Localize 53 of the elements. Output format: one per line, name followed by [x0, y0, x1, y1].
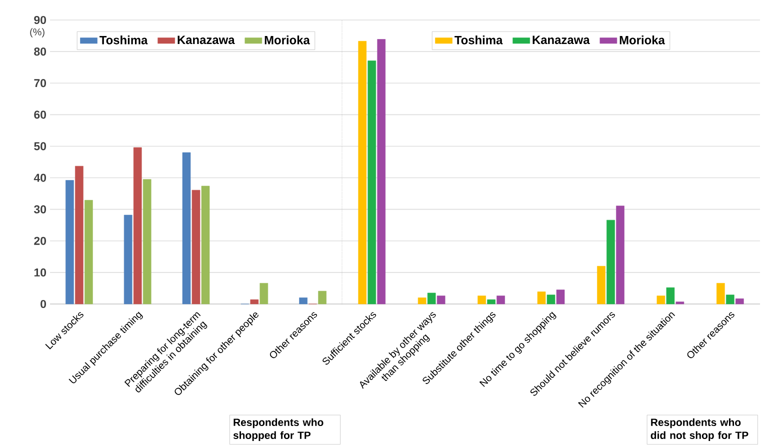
bar [546, 294, 556, 304]
bar [192, 190, 200, 304]
bar [142, 179, 152, 304]
legend-label: Kanazawa [178, 36, 235, 44]
bar [299, 298, 308, 304]
bar [182, 152, 191, 304]
bar [75, 166, 84, 304]
bar [666, 287, 675, 304]
y-tick-label: 50 [34, 142, 46, 150]
bar [418, 298, 426, 304]
bar [606, 220, 615, 304]
bar [726, 294, 734, 304]
bar [537, 292, 546, 304]
y-axis-title: (%) [30, 28, 44, 38]
y-tick-label: 30 [34, 205, 46, 214]
y-tick-label: 80 [34, 48, 46, 56]
bar [496, 296, 505, 304]
bar [676, 302, 684, 304]
bar [66, 180, 74, 304]
bar [597, 266, 606, 304]
bar [616, 206, 624, 304]
bar [318, 290, 326, 304]
bar [377, 39, 386, 304]
bar [201, 186, 210, 304]
y-tick-label: 40 [34, 174, 46, 182]
y-tick-label: 20 [34, 236, 46, 245]
text: Respondents who did not shop for TP [650, 418, 748, 442]
bar [358, 41, 367, 304]
bar [736, 298, 744, 304]
bar [250, 299, 259, 304]
legend-label: Toshima [100, 36, 148, 44]
bar [84, 200, 93, 304]
legend-label: Toshima [454, 36, 503, 44]
bar [260, 283, 268, 304]
bar [368, 60, 376, 304]
legend-label: Morioka [264, 36, 310, 44]
legend-label: Kanazawa [532, 36, 590, 44]
bar [487, 299, 496, 304]
y-tick-label: 0 [40, 300, 46, 308]
bar [478, 296, 486, 304]
bar [556, 290, 565, 304]
y-tick-label: 90 [34, 16, 46, 24]
y-tick-label: 10 [34, 268, 46, 276]
bar [656, 296, 666, 304]
y-tick-label: 70 [34, 79, 46, 88]
legend-label: Morioka [620, 36, 665, 44]
bar [427, 292, 436, 304]
bar [133, 147, 142, 304]
bar [124, 214, 132, 304]
bar [436, 296, 446, 304]
text: Respondents who shopped for TP [233, 418, 324, 442]
y-tick-label: 60 [34, 110, 46, 119]
bar [716, 283, 725, 304]
